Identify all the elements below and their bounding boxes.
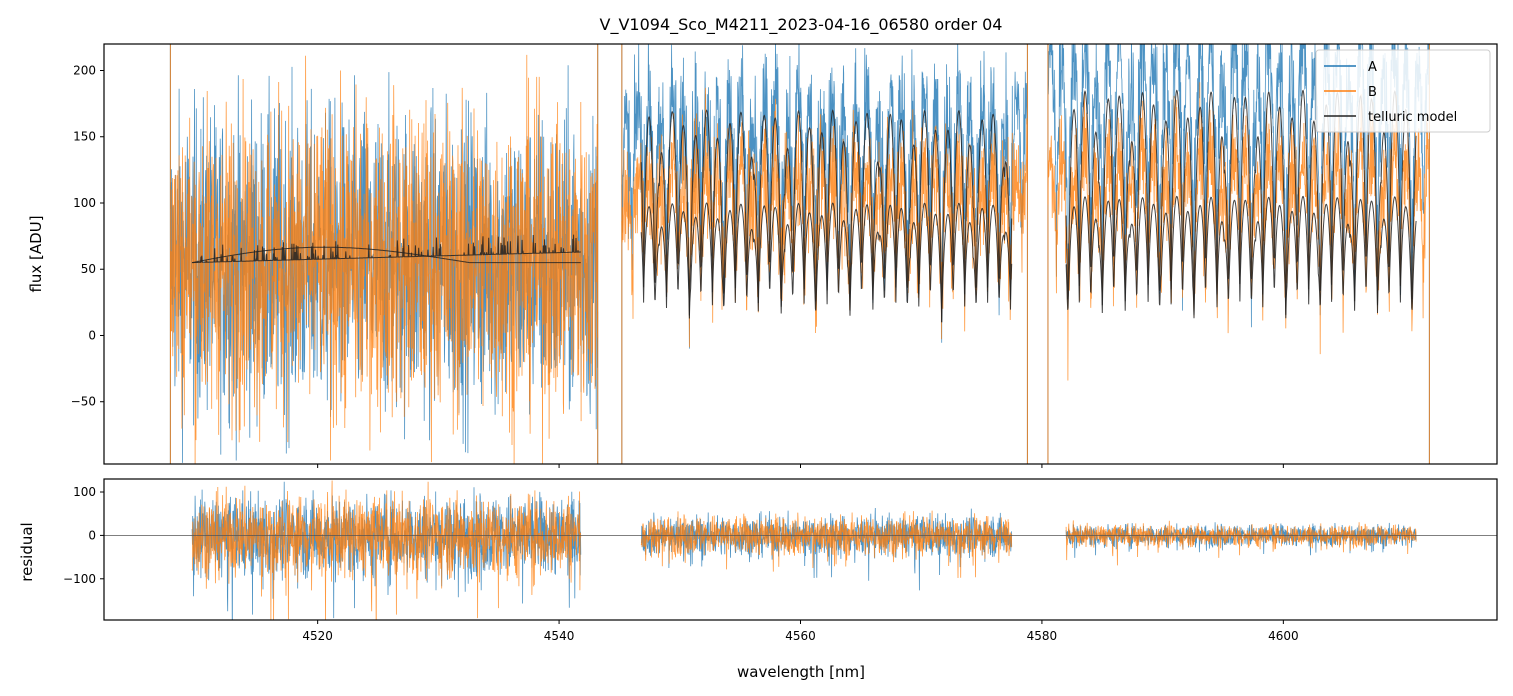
flux-ytick-label: 0 [88,328,96,342]
residual-xtick-label: 4560 [785,629,816,643]
residual-xtick-label: 4520 [302,629,333,643]
xlabel: wavelength [nm] [737,663,865,681]
residual-ytick-label: 0 [88,528,96,542]
flux-ytick-label: −50 [71,395,96,409]
residual-xtick-label: 4580 [1027,629,1058,643]
residual-ytick-label: −100 [63,572,96,586]
residual-panel: −100 0 100 4520 4540 4560 4580 4600 residual w… [18,478,1498,681]
flux-ytick-label: 200 [73,63,96,77]
residual-B-segment [191,480,582,620]
telluric-model-line [640,109,1013,323]
legend-label: B [1368,85,1377,100]
legend-label: A [1368,60,1377,75]
telluric-model-line [640,202,1013,323]
residual-xtick-label: 4600 [1268,629,1299,643]
series-A-segment [621,44,1028,349]
residual-ytick-label: 100 [73,485,96,499]
flux-ylabel: flux [ADU] [27,215,45,292]
legend-box [1315,49,1491,133]
residual-ylabel: residual [18,522,36,581]
series-B-segment [170,54,599,464]
flux-ytick-label: 50 [81,262,96,276]
telluric-model-line [1065,89,1417,315]
residual-B-segment [640,510,1013,579]
chart-title: V_V1094_Sco_M4211_2023-04-16_06580 order… [600,15,1003,35]
telluric-model-line [1065,195,1417,319]
legend-label: telluric model [1368,110,1457,125]
series-B-segment [621,87,1028,348]
flux-ytick-label: 150 [73,130,96,144]
residual-B-segment [1065,520,1417,566]
flux-ytick-label: 100 [73,196,96,210]
telluric-model-line [192,234,581,264]
residual-xtick-label: 4540 [544,629,575,643]
